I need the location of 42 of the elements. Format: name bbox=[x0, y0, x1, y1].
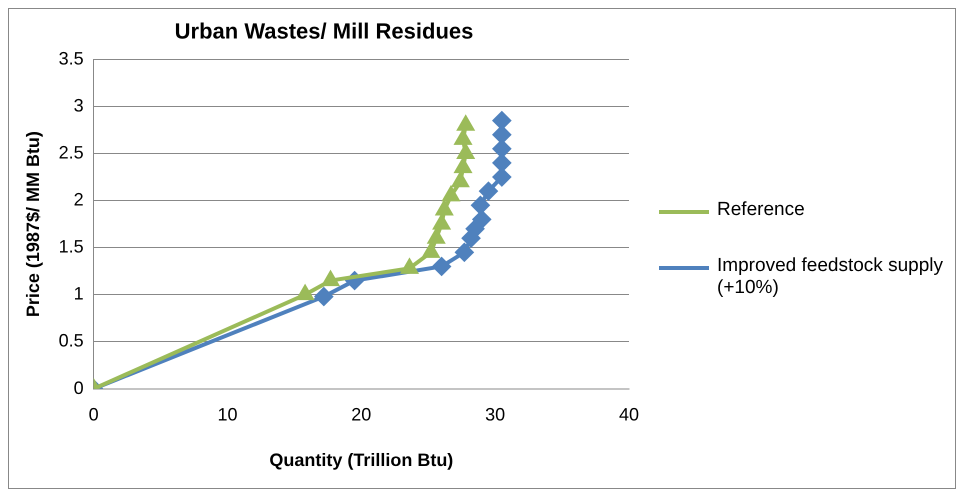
point bbox=[454, 130, 472, 145]
point bbox=[422, 243, 439, 258]
y-tick-label: 0 bbox=[74, 378, 84, 398]
point bbox=[452, 172, 468, 188]
point bbox=[472, 210, 491, 228]
point bbox=[432, 257, 451, 276]
y-axis-title: Price (1987$/ MM Btu) bbox=[22, 131, 43, 318]
point bbox=[401, 259, 418, 274]
chart-title: Urban Wastes/ Mill Residues bbox=[174, 18, 474, 44]
x-axis-title: Quantity (Trillion Btu) bbox=[269, 450, 454, 470]
point bbox=[322, 272, 339, 286]
y-tick-label: 2 bbox=[74, 190, 84, 210]
y-tick-label: 1.5 bbox=[58, 236, 84, 257]
point bbox=[297, 286, 314, 300]
x-tick-label: 0 bbox=[88, 404, 99, 425]
point bbox=[492, 140, 511, 158]
point bbox=[314, 288, 333, 306]
point bbox=[436, 200, 452, 216]
x-tick-label: 30 bbox=[485, 404, 506, 425]
point bbox=[492, 126, 511, 144]
point bbox=[458, 116, 474, 131]
y-tick-label: 0.5 bbox=[58, 330, 84, 351]
legend-label: Improved feedstock supply (+10%) bbox=[717, 255, 944, 299]
y-tick-label: 3 bbox=[74, 95, 84, 116]
point bbox=[454, 158, 472, 174]
point bbox=[479, 182, 498, 200]
point bbox=[442, 186, 460, 202]
point bbox=[434, 215, 450, 230]
point bbox=[492, 168, 511, 186]
point bbox=[492, 154, 511, 172]
y-tick-label: 1 bbox=[74, 284, 84, 304]
point bbox=[428, 229, 444, 244]
point bbox=[471, 196, 490, 214]
x-tick-label: 20 bbox=[351, 404, 372, 425]
point bbox=[455, 243, 474, 262]
y-tick-label: 2.5 bbox=[58, 142, 84, 162]
x-tick-label: 40 bbox=[618, 404, 640, 425]
point bbox=[458, 144, 474, 160]
point bbox=[492, 112, 511, 130]
x-tick-label: 10 bbox=[217, 404, 238, 425]
y-tick-label: 3.5 bbox=[58, 48, 84, 68]
legend-label: Reference bbox=[717, 199, 805, 221]
